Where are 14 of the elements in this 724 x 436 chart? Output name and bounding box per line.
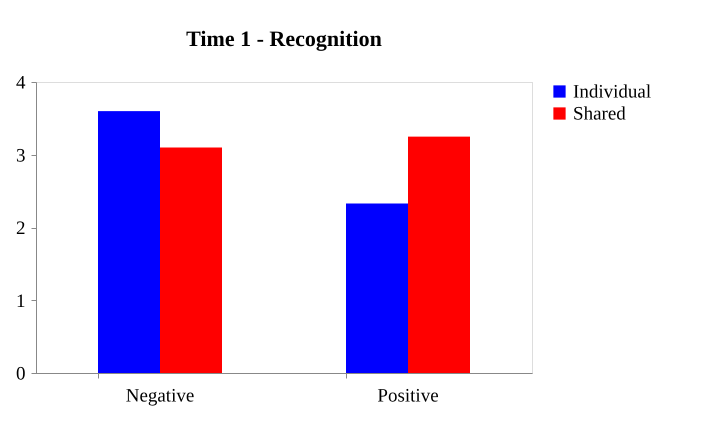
bar [346, 203, 408, 373]
legend-label: Individual [573, 82, 652, 102]
y-tick-label: 0 [16, 364, 26, 384]
bar [98, 111, 160, 373]
x-tick-label: Negative [126, 386, 194, 406]
chart-title: Time 1 - Recognition [186, 26, 382, 51]
y-tick-label: 2 [16, 218, 26, 239]
y-tick-label: 3 [16, 145, 26, 166]
bar [408, 136, 470, 373]
x-tick-label: Positive [377, 386, 439, 406]
y-tick-label: 4 [16, 72, 26, 94]
legend-label: Shared [573, 104, 626, 124]
bar [160, 147, 222, 373]
y-tick-label: 1 [16, 290, 26, 312]
